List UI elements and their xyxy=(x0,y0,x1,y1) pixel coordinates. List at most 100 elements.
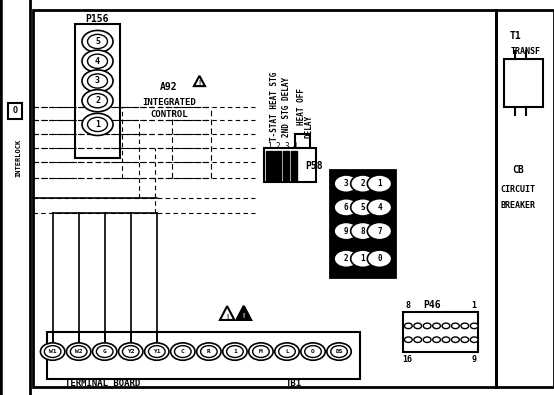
Text: 8: 8 xyxy=(405,301,411,310)
Circle shape xyxy=(404,323,412,329)
Text: 1: 1 xyxy=(471,301,476,310)
Bar xyxy=(330,170,395,276)
Circle shape xyxy=(253,346,269,357)
Circle shape xyxy=(414,323,422,329)
Text: 1: 1 xyxy=(233,349,237,354)
Circle shape xyxy=(423,323,431,329)
Bar xyxy=(8,103,22,118)
Circle shape xyxy=(442,337,450,342)
Circle shape xyxy=(414,337,422,342)
Text: 7: 7 xyxy=(377,227,382,235)
Bar xyxy=(403,312,478,352)
Text: Y1: Y1 xyxy=(153,349,161,354)
Circle shape xyxy=(70,346,87,357)
Text: G: G xyxy=(103,349,106,354)
Text: 1: 1 xyxy=(95,120,100,129)
Text: T1: T1 xyxy=(509,30,521,41)
Circle shape xyxy=(82,30,113,53)
Text: R: R xyxy=(207,349,211,354)
Circle shape xyxy=(119,343,143,360)
Circle shape xyxy=(351,250,375,267)
Circle shape xyxy=(351,222,375,240)
Circle shape xyxy=(452,323,459,329)
Text: 5: 5 xyxy=(95,37,100,46)
Text: O: O xyxy=(311,349,315,354)
Text: CIRCUIT: CIRCUIT xyxy=(500,185,536,194)
Text: P46: P46 xyxy=(423,300,441,310)
Bar xyxy=(291,151,297,180)
Circle shape xyxy=(327,343,351,360)
Circle shape xyxy=(201,346,217,357)
Text: 2: 2 xyxy=(276,142,280,151)
Bar xyxy=(283,151,289,180)
Circle shape xyxy=(470,337,478,342)
Text: HEAT OFF: HEAT OFF xyxy=(297,88,306,125)
Circle shape xyxy=(334,222,358,240)
Circle shape xyxy=(44,346,61,357)
Circle shape xyxy=(88,54,107,68)
Text: 1: 1 xyxy=(361,254,365,263)
Text: !: ! xyxy=(242,312,246,319)
Text: DS: DS xyxy=(335,349,343,354)
Circle shape xyxy=(433,337,440,342)
Text: O: O xyxy=(13,106,18,115)
Circle shape xyxy=(279,346,295,357)
Text: 3: 3 xyxy=(284,142,289,151)
Text: TB1: TB1 xyxy=(285,379,302,388)
Text: 2: 2 xyxy=(344,254,348,263)
Text: 3: 3 xyxy=(95,77,100,85)
Circle shape xyxy=(82,90,113,112)
Circle shape xyxy=(88,94,107,108)
Circle shape xyxy=(175,346,191,357)
Circle shape xyxy=(367,250,392,267)
Circle shape xyxy=(423,337,431,342)
Text: 2: 2 xyxy=(95,96,100,105)
Circle shape xyxy=(223,343,247,360)
Text: 16: 16 xyxy=(403,356,413,365)
Circle shape xyxy=(442,323,450,329)
Circle shape xyxy=(470,323,478,329)
Circle shape xyxy=(334,175,358,192)
Text: 4: 4 xyxy=(377,203,382,212)
Circle shape xyxy=(275,343,299,360)
Text: DELAY: DELAY xyxy=(305,115,314,138)
Circle shape xyxy=(88,117,107,132)
Circle shape xyxy=(88,74,107,88)
Text: BREAKER: BREAKER xyxy=(500,201,536,210)
Text: 2ND STG DELAY: 2ND STG DELAY xyxy=(283,77,291,137)
Text: T-STAT HEAT STG: T-STAT HEAT STG xyxy=(270,72,279,141)
Bar xyxy=(266,151,273,180)
Circle shape xyxy=(145,343,169,360)
Circle shape xyxy=(171,343,195,360)
Text: TERMINAL BOARD: TERMINAL BOARD xyxy=(65,379,140,388)
Text: W1: W1 xyxy=(49,349,57,354)
Circle shape xyxy=(93,343,117,360)
Text: 2: 2 xyxy=(361,179,365,188)
Text: P156: P156 xyxy=(85,14,109,24)
Bar xyxy=(274,151,281,180)
Circle shape xyxy=(334,199,358,216)
Text: 1: 1 xyxy=(377,179,382,188)
Bar xyxy=(33,10,496,387)
Text: 9: 9 xyxy=(344,227,348,235)
Circle shape xyxy=(82,50,113,72)
Text: 9: 9 xyxy=(471,356,476,365)
Text: A92: A92 xyxy=(160,82,178,92)
Circle shape xyxy=(96,346,113,357)
Circle shape xyxy=(404,337,412,342)
Text: 5: 5 xyxy=(361,203,365,212)
Text: M: M xyxy=(259,349,263,354)
Circle shape xyxy=(301,343,325,360)
Text: P58: P58 xyxy=(305,161,322,171)
Text: 1: 1 xyxy=(268,142,272,151)
Circle shape xyxy=(367,175,392,192)
Circle shape xyxy=(351,175,375,192)
Text: INTEGRATED: INTEGRATED xyxy=(142,98,196,107)
Circle shape xyxy=(82,70,113,92)
Circle shape xyxy=(148,346,165,357)
Text: W2: W2 xyxy=(75,349,83,354)
Text: 8: 8 xyxy=(361,227,365,235)
Circle shape xyxy=(88,34,107,49)
Bar xyxy=(75,24,120,158)
Circle shape xyxy=(40,343,65,360)
